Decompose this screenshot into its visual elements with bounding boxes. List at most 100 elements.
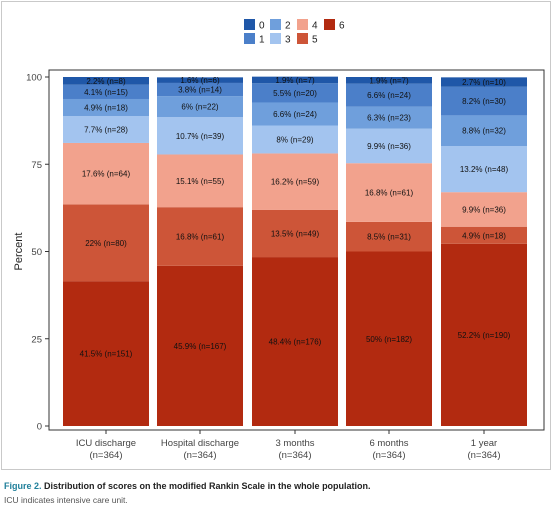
x-tick-label: 3 months: [275, 438, 314, 449]
bar-segment-5: [157, 207, 243, 266]
data-label: 13.2% (n=48): [460, 165, 509, 174]
data-label: 6.3% (n=23): [367, 114, 411, 123]
bar-segment-2: [157, 96, 243, 118]
legend-swatch-6: [324, 19, 335, 30]
bar-segment-3: [441, 146, 527, 193]
data-label: 6.6% (n=24): [367, 91, 411, 100]
data-label: 1.9% (n=7): [369, 76, 409, 85]
data-label: 6% (n=22): [181, 103, 218, 112]
bar-segment-3: [63, 116, 149, 143]
bar-segment-2: [63, 98, 149, 117]
figure-caption: Figure 2. Distribution of scores on the …: [4, 481, 371, 491]
bar-segment-1: [157, 82, 243, 97]
x-tick-sublabel: (n=364): [278, 450, 311, 461]
bar-segment-6: [63, 281, 149, 426]
chart-frame: 0 25 50 75 100 Percent 41.5% (n=151) 22% (n=80)…: [1, 1, 551, 470]
bar-segment-0: [252, 76, 338, 84]
data-label: 8.8% (n=32): [462, 127, 506, 136]
figure-title: Distribution of scores on the modified R…: [44, 481, 371, 491]
bar-segment-4: [63, 142, 149, 205]
bar-segment-0: [63, 77, 149, 85]
bar-segment-2: [346, 106, 432, 129]
legend-label-6: 6: [339, 21, 345, 32]
bar-segment-5: [441, 226, 527, 244]
legend-swatch-4: [297, 19, 308, 30]
data-label: 4.1% (n=15): [84, 88, 128, 97]
bar-segment-6: [157, 265, 243, 426]
figure-label: Figure 2.: [4, 481, 42, 491]
bar-segment-6: [441, 243, 527, 426]
bar-segment-3: [346, 128, 432, 164]
data-label: 15.1% (n=55): [176, 177, 225, 186]
y-tick-label: 50: [31, 247, 42, 258]
data-label: 17.6% (n=64): [82, 170, 131, 179]
legend-swatch-3: [270, 33, 281, 44]
bar-segment-4: [346, 163, 432, 222]
x-tick-sublabel: (n=364): [89, 450, 122, 461]
data-label: 8% (n=29): [276, 135, 313, 144]
x-tick-label: 6 months: [369, 438, 408, 449]
bar-segment-3: [252, 125, 338, 154]
data-label: 1.6% (n=6): [180, 76, 220, 85]
data-label: 50% (n=182): [366, 335, 412, 344]
bar-segment-6: [252, 257, 338, 426]
bar-segment-0: [157, 77, 243, 83]
legend-swatch-1: [244, 33, 255, 44]
data-label: 8.5% (n=31): [367, 233, 411, 242]
bar-segment-2: [441, 115, 527, 147]
y-tick-label: 75: [31, 160, 42, 171]
legend-label-4: 4: [312, 21, 318, 32]
legend-label-5: 5: [312, 35, 318, 46]
y-tick-label: 0: [37, 422, 42, 433]
data-label: 45.9% (n=167): [174, 342, 227, 351]
bar-segment-5: [252, 209, 338, 258]
data-label: 16.8% (n=61): [176, 232, 225, 241]
y-tick-label: 100: [26, 73, 42, 84]
data-label: 9.9% (n=36): [462, 205, 506, 214]
legend-label-1: 1: [259, 35, 265, 46]
data-label: 7.7% (n=28): [84, 126, 128, 135]
y-tick-label: 25: [31, 334, 42, 345]
bar-segment-4: [252, 153, 338, 210]
x-tick-label: Hospital discharge: [161, 438, 239, 449]
bar-segment-1: [346, 83, 432, 107]
bar-segment-1: [441, 86, 527, 116]
legend-swatch-5: [297, 33, 308, 44]
x-tick-sublabel: (n=364): [372, 450, 405, 461]
data-label: 2.2% (n=8): [86, 77, 126, 86]
legend-label-3: 3: [285, 35, 291, 46]
x-tick-sublabel: (n=364): [467, 450, 500, 461]
data-label: 8.2% (n=30): [462, 97, 506, 106]
bar-segment-1: [252, 83, 338, 103]
bar-segment-4: [441, 192, 527, 227]
x-tick-sublabel: (n=364): [183, 450, 216, 461]
data-label: 10.7% (n=39): [176, 132, 225, 141]
data-label: 3.8% (n=14): [178, 86, 222, 95]
data-label: 9.9% (n=36): [367, 142, 411, 151]
legend-swatch-0: [244, 19, 255, 30]
data-label: 2.7% (n=10): [462, 78, 506, 87]
data-label: 16.8% (n=61): [365, 189, 414, 198]
x-tick-label: 1 year: [471, 438, 497, 449]
legend-label-2: 2: [285, 21, 291, 32]
data-label: 52.2% (n=190): [458, 331, 511, 340]
data-label: 6.6% (n=24): [273, 110, 317, 119]
data-label: 16.2% (n=59): [271, 178, 320, 187]
bar-segment-4: [157, 154, 243, 208]
bar-segment-3: [157, 117, 243, 155]
bar-segment-5: [63, 204, 149, 282]
bar-segment-0: [346, 77, 432, 84]
legend-swatch-2: [270, 19, 281, 30]
bar-segment-1: [63, 84, 149, 99]
y-axis-label: Percent: [13, 233, 25, 271]
data-label: 1.9% (n=7): [275, 76, 315, 85]
bar-segment-5: [346, 221, 432, 252]
x-tick-label: ICU discharge: [76, 438, 136, 449]
data-label: 13.5% (n=49): [271, 230, 320, 239]
data-label: 22% (n=80): [85, 239, 127, 248]
data-label: 4.9% (n=18): [462, 231, 506, 240]
data-label: 5.5% (n=20): [273, 89, 317, 98]
legend-label-0: 0: [259, 21, 265, 32]
bar-segment-0: [441, 77, 527, 87]
